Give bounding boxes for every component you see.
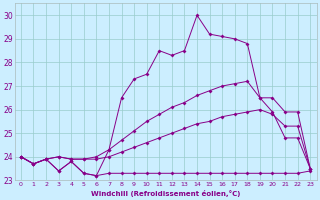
X-axis label: Windchill (Refroidissement éolien,°C): Windchill (Refroidissement éolien,°C)	[91, 190, 240, 197]
